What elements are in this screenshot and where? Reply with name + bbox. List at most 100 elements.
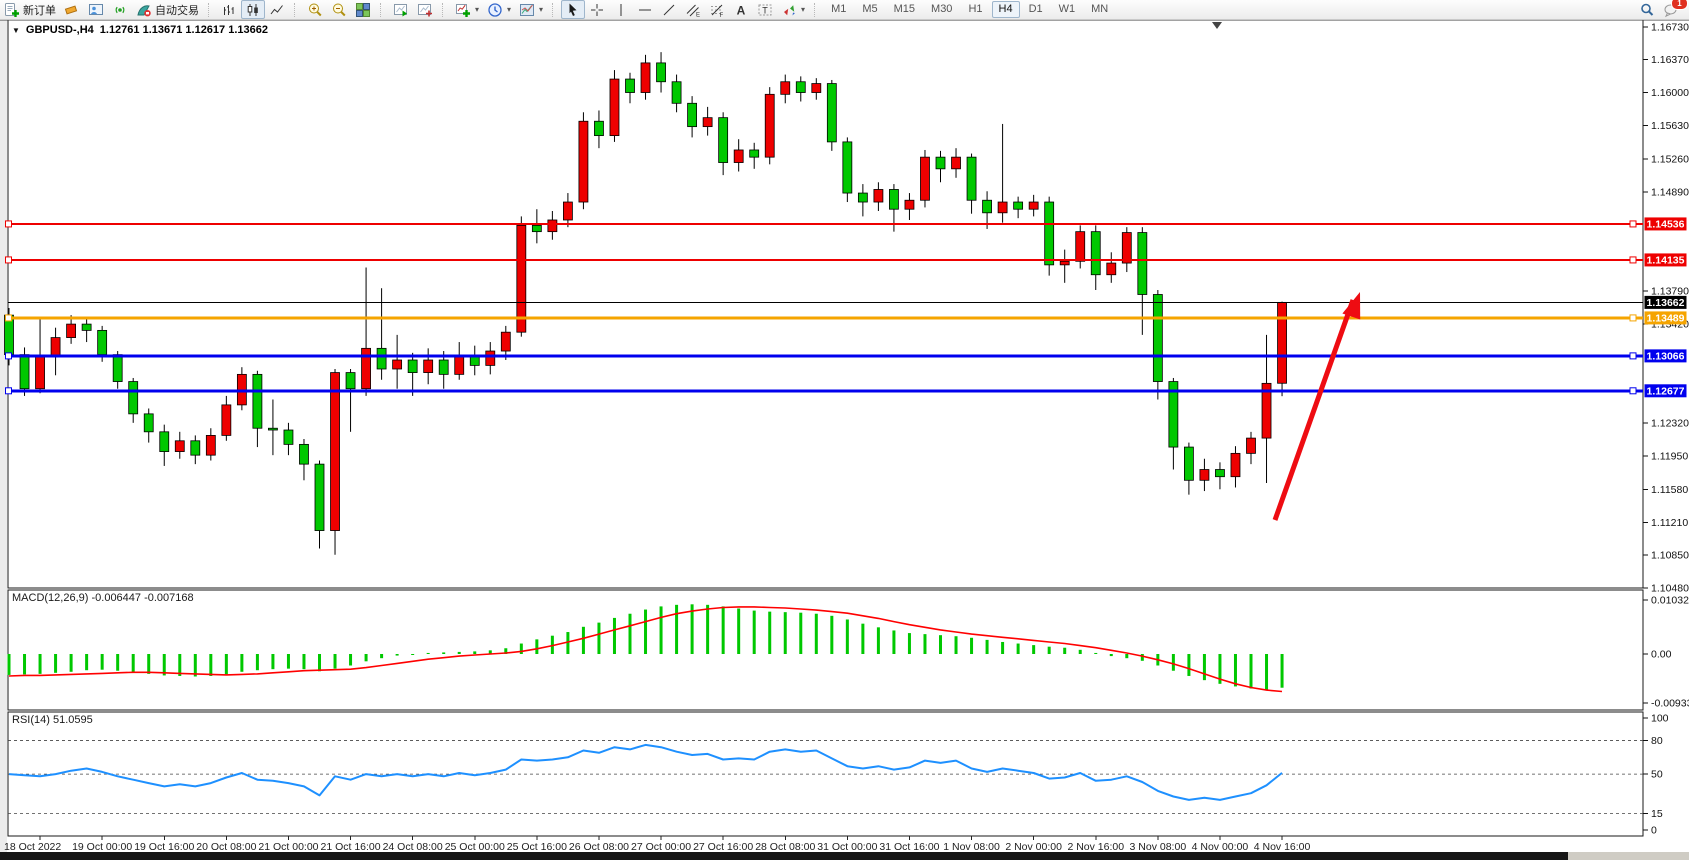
macd-histogram-bar xyxy=(349,654,353,666)
timeframe-m1[interactable]: M1 xyxy=(831,3,847,15)
macd-histogram-bar xyxy=(1202,654,1206,681)
candle-bearish xyxy=(112,354,123,382)
orange-level-line-left-handle[interactable] xyxy=(5,314,12,322)
candlestick-button[interactable] xyxy=(241,0,265,19)
dropdown-caret-icon[interactable]: ▾ xyxy=(475,5,480,14)
timeframe-d1[interactable]: D1 xyxy=(1028,3,1043,15)
indicators-icon xyxy=(455,2,471,18)
candle-bearish xyxy=(1044,201,1055,266)
candle-bearish xyxy=(795,81,806,93)
dropdown-caret-icon[interactable]: ▾ xyxy=(539,5,544,14)
resistance-line-1-right-handle[interactable] xyxy=(1629,220,1637,228)
orange-level-line-right-handle[interactable] xyxy=(1629,314,1637,322)
macd-histogram-bar xyxy=(38,654,42,674)
search-icon xyxy=(1639,2,1655,18)
price-tick-label: 1.14890 xyxy=(1651,187,1689,199)
zoom-out-button[interactable] xyxy=(327,0,351,19)
cursor-button[interactable] xyxy=(561,0,586,19)
trend-arrow-shaft[interactable] xyxy=(1272,299,1356,521)
horizontal-line-button[interactable] xyxy=(633,0,657,19)
price-axis: 1.16730 1.16370 1.16000 1.15630 1.15260 1.148… xyxy=(1643,22,1689,837)
trendline-button[interactable] xyxy=(657,0,681,19)
macd-histogram-bar xyxy=(644,609,648,654)
price-tick-label: 1.16370 xyxy=(1651,54,1689,66)
macd-histogram-bar xyxy=(628,613,632,654)
time-tick-label: 20 Oct 08:00 xyxy=(196,841,256,853)
crosshair-button[interactable] xyxy=(585,0,609,19)
candle-bullish xyxy=(221,404,232,436)
candle-bullish xyxy=(780,81,791,95)
svg-text:A: A xyxy=(737,3,746,17)
rsi-axis-label: 15 xyxy=(1651,808,1663,820)
candle-bearish xyxy=(1168,381,1179,448)
search-button[interactable] xyxy=(1635,0,1659,19)
toolbar-separator xyxy=(552,2,557,17)
macd-histogram-bar xyxy=(1016,643,1020,654)
vertical-line-icon xyxy=(613,2,629,18)
timeframe-mn[interactable]: MN xyxy=(1091,3,1109,15)
support-line-1-price-box xyxy=(1644,349,1687,363)
time-tick-label: 21 Oct 00:00 xyxy=(258,841,318,853)
support-line-2-left-handle[interactable] xyxy=(5,387,12,395)
data-window-button[interactable] xyxy=(84,0,108,19)
support-line-1-right-handle[interactable] xyxy=(1629,352,1637,360)
vertical-line-button[interactable] xyxy=(609,0,633,19)
fibonacci-button[interactable]: F xyxy=(705,0,729,19)
dropdown-caret-icon[interactable]: ▾ xyxy=(801,5,806,14)
ohlc-values: 1.12761 1.13671 1.12617 1.13662 xyxy=(99,24,268,36)
timeframe-h1[interactable]: H1 xyxy=(968,3,983,15)
support-line-1-left-handle[interactable] xyxy=(5,352,12,360)
resistance-line-1-price-box-label: 1.14536 xyxy=(1647,218,1685,230)
eraser-button[interactable] xyxy=(60,0,84,19)
horizontal-line-icon xyxy=(637,2,653,18)
timeframe-m30[interactable]: M30 xyxy=(931,3,953,15)
macd-histogram-bar xyxy=(1032,645,1036,654)
resistance-line-2-price-box xyxy=(1644,253,1687,267)
equidistant-channel-button[interactable]: E xyxy=(681,0,705,19)
candle-bearish xyxy=(687,102,697,128)
time-tick-label: 26 Oct 08:00 xyxy=(569,841,629,853)
auto-scroll-button[interactable] xyxy=(389,0,413,19)
candle-bearish xyxy=(594,120,604,137)
tile-windows-button[interactable] xyxy=(351,0,375,19)
text-button[interactable]: A xyxy=(729,0,753,19)
timeframe-h4[interactable]: H4 xyxy=(991,1,1020,18)
line-chart-button[interactable] xyxy=(265,0,289,19)
support-line-2-price-box-label: 1.12677 xyxy=(1647,385,1685,397)
text-label-button[interactable]: T xyxy=(753,0,777,19)
timeframe-w1[interactable]: W1 xyxy=(1058,3,1076,15)
resistance-line-2-right-handle[interactable] xyxy=(1629,256,1637,264)
chart-shift-button[interactable] xyxy=(413,0,437,19)
arrows-button[interactable]: ▾ xyxy=(777,0,809,19)
periods-button[interactable]: ▾ xyxy=(483,0,515,19)
trend-arrow-head[interactable] xyxy=(1342,292,1361,320)
chart-shift-marker[interactable] xyxy=(1212,22,1222,29)
zoom-in-icon xyxy=(307,2,323,18)
signal-button[interactable] xyxy=(108,0,132,19)
candle-bullish xyxy=(1199,469,1210,481)
candle-bearish xyxy=(159,431,170,452)
macd-histogram-bar xyxy=(923,634,927,654)
new-order-button[interactable]: 新订单 xyxy=(0,0,60,19)
support-line-2-right-handle[interactable] xyxy=(1629,387,1637,395)
bar-chart-button[interactable] xyxy=(217,0,241,19)
resistance-line-2-left-handle[interactable] xyxy=(5,256,12,264)
collapse-arrow-icon[interactable]: ▼ xyxy=(12,25,20,35)
candle-bullish xyxy=(609,78,620,137)
timeframe-m15[interactable]: M15 xyxy=(893,3,916,15)
timeframe-m5[interactable]: M5 xyxy=(862,3,878,15)
trend-arrow-annotation[interactable] xyxy=(1272,292,1361,521)
resistance-line-1-left-handle[interactable] xyxy=(5,220,12,228)
candle-bullish xyxy=(361,347,371,390)
candle-bearish xyxy=(283,429,294,445)
notifications-button[interactable]: 1 xyxy=(1659,0,1688,19)
candle-bearish xyxy=(19,354,30,390)
templates-button[interactable]: ▾ xyxy=(515,0,547,19)
dropdown-caret-icon[interactable]: ▾ xyxy=(507,5,512,14)
indicators-button[interactable]: ▾ xyxy=(451,0,483,19)
templates-icon xyxy=(519,2,535,18)
zoom-in-button[interactable] xyxy=(303,0,327,19)
auto-trading-button[interactable]: 自动交易 xyxy=(132,0,203,19)
chart-title: ▼ GBPUSD-,H4 1.12761 1.13671 1.12617 1.1… xyxy=(12,24,268,36)
